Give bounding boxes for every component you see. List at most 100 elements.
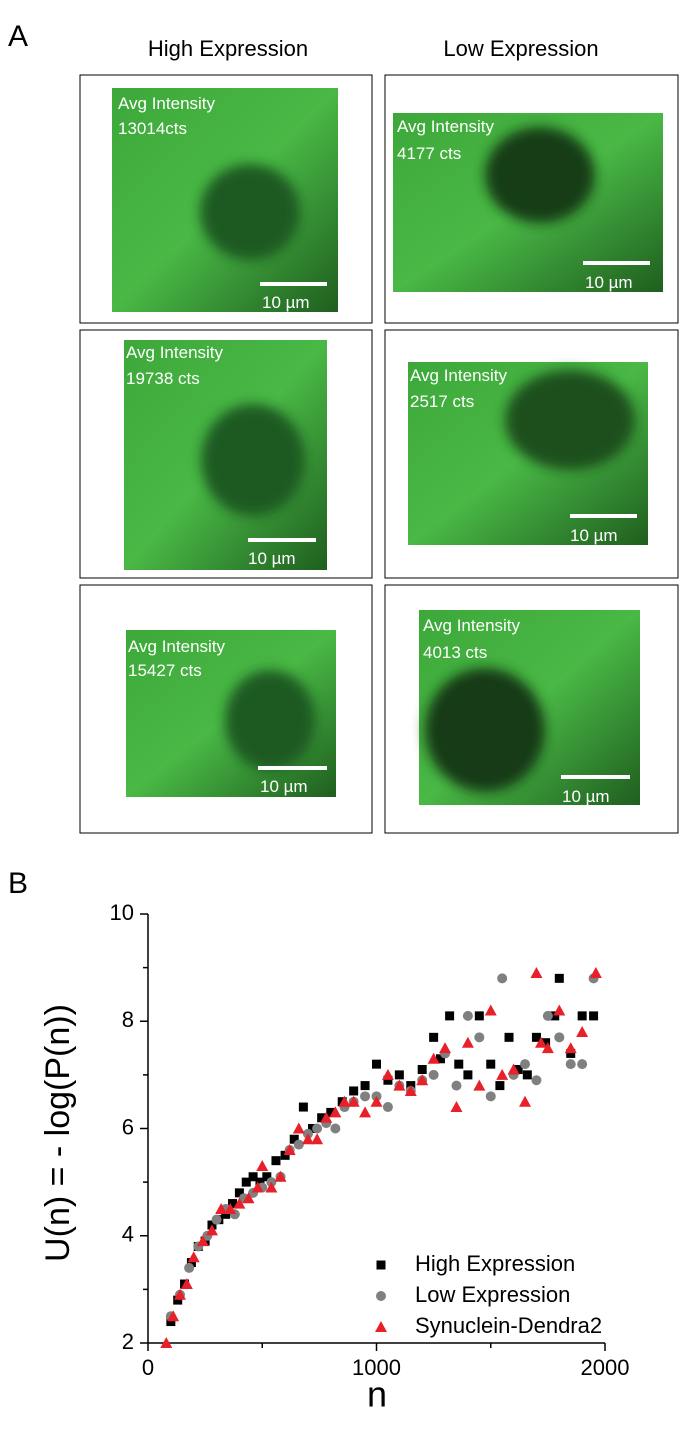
data-point (262, 1172, 272, 1182)
data-point (381, 1068, 394, 1080)
y-tick-label: 8 (122, 1007, 134, 1032)
data-point (196, 1235, 209, 1247)
data-point (473, 1079, 486, 1091)
intensity-value: 4177 cts (397, 144, 461, 163)
data-point (554, 1032, 565, 1043)
data-point (454, 1059, 464, 1069)
data-point (461, 1036, 474, 1048)
legend-label: Synuclein-Dendra2 (415, 1313, 602, 1338)
data-point (496, 1068, 509, 1080)
y-tick-label: 2 (122, 1329, 134, 1354)
data-point (311, 1133, 324, 1145)
data-point (564, 1042, 577, 1054)
y-tick-label: 4 (122, 1222, 134, 1247)
data-point (292, 1122, 305, 1134)
data-point (248, 1172, 258, 1182)
intensity-value: 4013 cts (423, 643, 487, 662)
data-point (394, 1070, 404, 1080)
data-point (280, 1150, 290, 1160)
data-point (535, 1036, 548, 1048)
data-point (495, 1081, 505, 1091)
data-point (234, 1188, 244, 1198)
legend-label: High Expression (415, 1251, 575, 1276)
panel-label: B (8, 867, 28, 900)
data-point (211, 1214, 222, 1225)
micrograph: Avg Intensity 2517 cts 10 µm (408, 362, 648, 545)
scale-bar-label: 10 µm (248, 549, 296, 568)
intensity-label: Avg Intensity (410, 366, 508, 385)
micrograph: Avg Intensity 19738 cts 10 µm (124, 340, 327, 570)
intensity-value: 2517 cts (410, 392, 474, 411)
image-frame (384, 584, 679, 834)
y-tick-label: 6 (122, 1114, 134, 1139)
micrograph: Avg Intensity 13014cts 10 µm (112, 88, 338, 312)
legend-label: Low Expression (415, 1282, 570, 1307)
data-point (241, 1177, 251, 1187)
intensity-label: Avg Intensity (423, 616, 521, 635)
x-tick-label: 2000 (581, 1355, 630, 1380)
data-point (445, 1011, 455, 1021)
data-point (215, 1202, 228, 1214)
intensity-label: Avg Intensity (118, 94, 216, 113)
data-point (349, 1086, 359, 1096)
data-point (383, 1075, 393, 1085)
data-point (530, 966, 543, 978)
intensity-value: 15427 cts (128, 661, 202, 680)
data-point (439, 1042, 452, 1054)
micrograph: Avg Intensity 4013 cts 10 µm (419, 610, 640, 806)
data-point (541, 1042, 554, 1054)
data-point (360, 1091, 371, 1102)
data-point (221, 1209, 231, 1219)
data-point (326, 1107, 336, 1117)
x-axis-label: n (367, 1374, 387, 1415)
data-point (474, 1011, 484, 1021)
scale-bar-label: 10 µm (570, 526, 618, 545)
intensity-label: Avg Intensity (128, 637, 226, 656)
data-point (271, 1156, 281, 1166)
data-point (520, 1059, 531, 1070)
intensity-value: 19738 cts (126, 369, 200, 388)
data-point (463, 1070, 473, 1080)
data-point (293, 1139, 304, 1150)
intensity-label: Avg Intensity (397, 117, 495, 136)
image-frame (384, 74, 679, 324)
data-point (554, 973, 564, 983)
data-point (531, 1075, 542, 1086)
scale-bar-label: 10 µm (585, 273, 633, 292)
panel-label: A (8, 20, 28, 53)
data-point (428, 1069, 439, 1080)
legend-marker (376, 1291, 386, 1301)
x-tick-label: 1000 (352, 1355, 401, 1380)
data-point (233, 1197, 246, 1209)
data-point (576, 1025, 589, 1037)
legend-marker (375, 1321, 387, 1332)
data-point (531, 1032, 541, 1042)
data-point (228, 1199, 238, 1209)
data-point (187, 1251, 200, 1263)
data-point (283, 1143, 296, 1155)
data-point (359, 1106, 372, 1118)
data-point (417, 1065, 427, 1075)
image-frame (79, 74, 373, 324)
data-point (160, 1337, 173, 1348)
data-point (167, 1310, 180, 1322)
micrograph: Avg Intensity 15427 cts 10 µm (126, 630, 336, 797)
data-point (205, 1224, 218, 1236)
data-point (312, 1123, 323, 1134)
data-point (504, 1032, 514, 1042)
data-point (542, 1010, 553, 1021)
data-point (485, 1091, 496, 1102)
data-point (298, 1102, 308, 1112)
data-point (265, 1181, 278, 1193)
data-point (224, 1202, 237, 1214)
data-point (301, 1133, 314, 1145)
image-frame (79, 329, 373, 579)
data-point (173, 1295, 183, 1305)
data-point (486, 1059, 496, 1069)
data-point (180, 1278, 193, 1290)
column-title: Low Expression (443, 36, 598, 61)
data-point (360, 1081, 370, 1091)
data-point (289, 1134, 299, 1144)
data-point (474, 1032, 485, 1043)
